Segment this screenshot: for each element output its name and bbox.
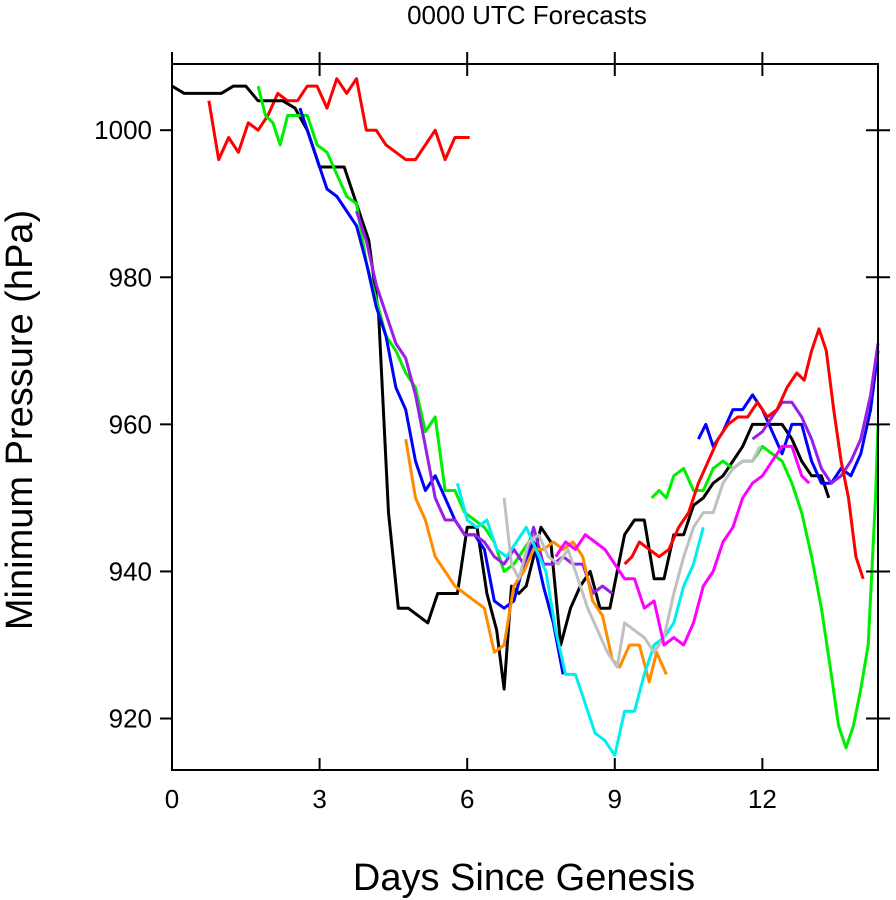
series-line-4 [650,424,880,750]
series-line-9 [404,438,668,684]
x-tick-label: 12 [748,784,777,814]
y-tick-label: 980 [109,262,152,292]
y-tick-label: 1000 [94,115,152,145]
y-tick-label: 960 [109,409,152,439]
series-line-11 [502,445,762,669]
series-line-5 [298,107,565,675]
series-line-8 [751,343,880,485]
series-line-13 [623,327,865,580]
x-tick-label: 0 [165,784,179,814]
series-layer [171,77,880,757]
series-line-3 [256,85,535,573]
x-tick-label: 3 [312,784,326,814]
series-line-2 [171,84,831,691]
chart-title: 0000 UTC Forecasts [407,0,647,30]
x-axis-label: Days Since Genesis [353,857,695,899]
series-line-1 [207,77,470,162]
plot-frame [171,63,879,771]
series-line-12 [554,444,811,647]
y-tick-label: 940 [109,556,152,586]
tick-layer: 0 3 6 9 12 920 940 960 980 1000 [94,52,890,814]
y-axis-label: Minimum Pressure (hPa) [0,210,41,630]
series-line-7 [355,210,614,595]
x-tick-label: 9 [608,784,622,814]
x-tick-label: 6 [460,784,474,814]
y-tick-label: 920 [109,704,152,734]
